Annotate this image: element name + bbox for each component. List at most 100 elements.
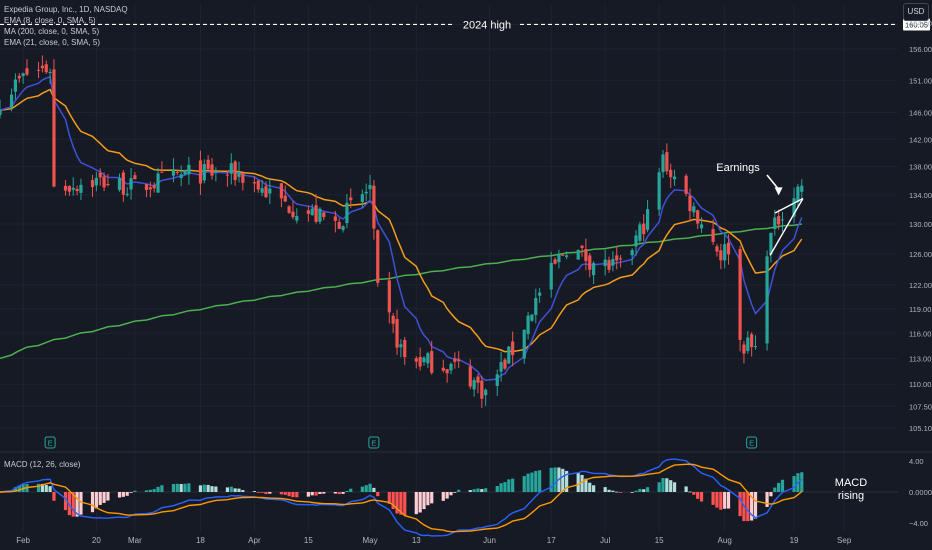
macd-histogram-bar xyxy=(268,492,272,494)
candle xyxy=(511,341,515,356)
x-tick-label: 13 xyxy=(412,536,421,545)
macd-histogram-bar xyxy=(202,484,206,492)
candle xyxy=(291,211,295,218)
x-tick-label: 15 xyxy=(304,536,313,545)
x-tick-label: Mar xyxy=(128,536,142,545)
macd-histogram-bar xyxy=(206,484,210,492)
x-tick-label: Feb xyxy=(16,536,30,545)
macd-histogram-bar xyxy=(607,489,611,492)
earnings-marker-label: E xyxy=(48,439,53,448)
candle xyxy=(98,172,102,178)
macd-histogram-bar xyxy=(63,492,68,511)
macd-histogram-bar xyxy=(495,485,499,492)
macd-histogram-bar xyxy=(499,483,503,492)
candle xyxy=(156,173,160,193)
candle xyxy=(476,376,480,383)
macd-histogram-bar xyxy=(403,492,407,516)
macd-histogram-bar xyxy=(90,492,95,513)
currency-button[interactable]: USD xyxy=(903,3,929,21)
candles xyxy=(0,55,804,408)
macd-histogram-bar xyxy=(457,489,461,492)
candle xyxy=(206,159,210,169)
candle xyxy=(52,69,56,187)
candle xyxy=(557,254,561,263)
macd-histogram-bar xyxy=(426,492,430,506)
candle xyxy=(642,223,646,235)
candle xyxy=(526,315,530,334)
earnings-annotation: Earnings xyxy=(716,162,760,174)
macd-histogram-bar xyxy=(40,483,45,492)
candle xyxy=(67,185,71,192)
macd-histogram-bar xyxy=(179,483,183,492)
macd-histogram-bar xyxy=(233,488,237,492)
macd-histogram-bar xyxy=(210,486,214,492)
candle xyxy=(726,242,731,255)
candle xyxy=(780,219,785,221)
y-tick-label: 116.00 xyxy=(909,329,931,338)
candle xyxy=(618,258,623,260)
macd-histogram-bar xyxy=(773,487,777,492)
earnings-marker[interactable] xyxy=(44,436,56,449)
macd-histogram-bar xyxy=(522,476,526,492)
candle xyxy=(565,255,569,257)
macd-histogram-bar xyxy=(534,470,538,492)
macd-histogram-bar xyxy=(333,492,337,494)
candle xyxy=(657,172,661,210)
candle xyxy=(522,329,526,359)
macd-histogram-bar xyxy=(17,485,21,492)
macd-histogram-bar xyxy=(349,488,353,492)
legend-ema21[interactable]: EMA (21, close, 0, SMA, 5) xyxy=(4,38,101,47)
legend-ma200[interactable]: MA (200, close, 0, SMA, 5) xyxy=(4,27,100,36)
candle xyxy=(148,187,152,190)
macd-histogram-bar xyxy=(79,492,83,515)
ema21-line xyxy=(0,88,803,353)
candle xyxy=(171,169,176,176)
macd-histogram-bar xyxy=(345,490,349,492)
y-tick-label-partial: 164.00 xyxy=(909,19,932,28)
macd-histogram-bar xyxy=(387,492,391,504)
macd-histogram-bar xyxy=(360,486,364,492)
candle xyxy=(372,185,376,229)
candle xyxy=(399,344,403,348)
candle xyxy=(426,353,430,364)
legend-ema8[interactable]: EMA (8, close, 0, SMA, 5) xyxy=(4,16,96,25)
macd-histogram-bar xyxy=(13,487,18,492)
candle xyxy=(661,154,665,173)
earnings-marker[interactable] xyxy=(368,436,380,449)
macd-histogram-bar xyxy=(549,467,553,492)
candle xyxy=(750,334,754,348)
macd-histogram-bar xyxy=(688,491,692,493)
candle xyxy=(44,64,48,73)
candle xyxy=(449,363,453,371)
x-tick-label: 15 xyxy=(655,536,664,545)
macd-histogram-bar xyxy=(642,489,646,492)
macd-histogram-bar xyxy=(198,485,203,492)
x-tick-label: Apr xyxy=(248,536,261,545)
candle xyxy=(484,389,488,396)
macd-histogram-bar xyxy=(418,492,422,513)
macd-pane xyxy=(0,458,898,537)
macd-histogram-bar xyxy=(723,492,727,509)
candle xyxy=(696,210,700,224)
ma200-line xyxy=(0,223,802,360)
candle xyxy=(430,351,434,373)
earnings-marker[interactable] xyxy=(746,436,758,449)
macd-histogram-bar xyxy=(584,478,588,492)
macd-histogram-bar xyxy=(260,492,264,493)
candle xyxy=(36,69,41,71)
macd-histogram-bar xyxy=(256,492,260,493)
macd-histogram-bar xyxy=(102,492,106,503)
macd-histogram-bar xyxy=(553,467,557,492)
legend-macd[interactable]: MACD (12, 26, close) xyxy=(4,460,81,469)
candle xyxy=(152,185,156,189)
macd-histogram-bar xyxy=(657,482,661,492)
candle xyxy=(630,250,634,256)
macd-histogram-bar xyxy=(148,489,152,492)
macd-histogram-bar xyxy=(306,492,310,497)
macd-histogram-bar xyxy=(310,492,314,496)
macd-histogram-bar xyxy=(94,492,98,509)
y-tick-label: 110.00 xyxy=(909,380,931,389)
y-tick-label: 105.10 xyxy=(909,424,932,433)
candle xyxy=(418,357,422,367)
